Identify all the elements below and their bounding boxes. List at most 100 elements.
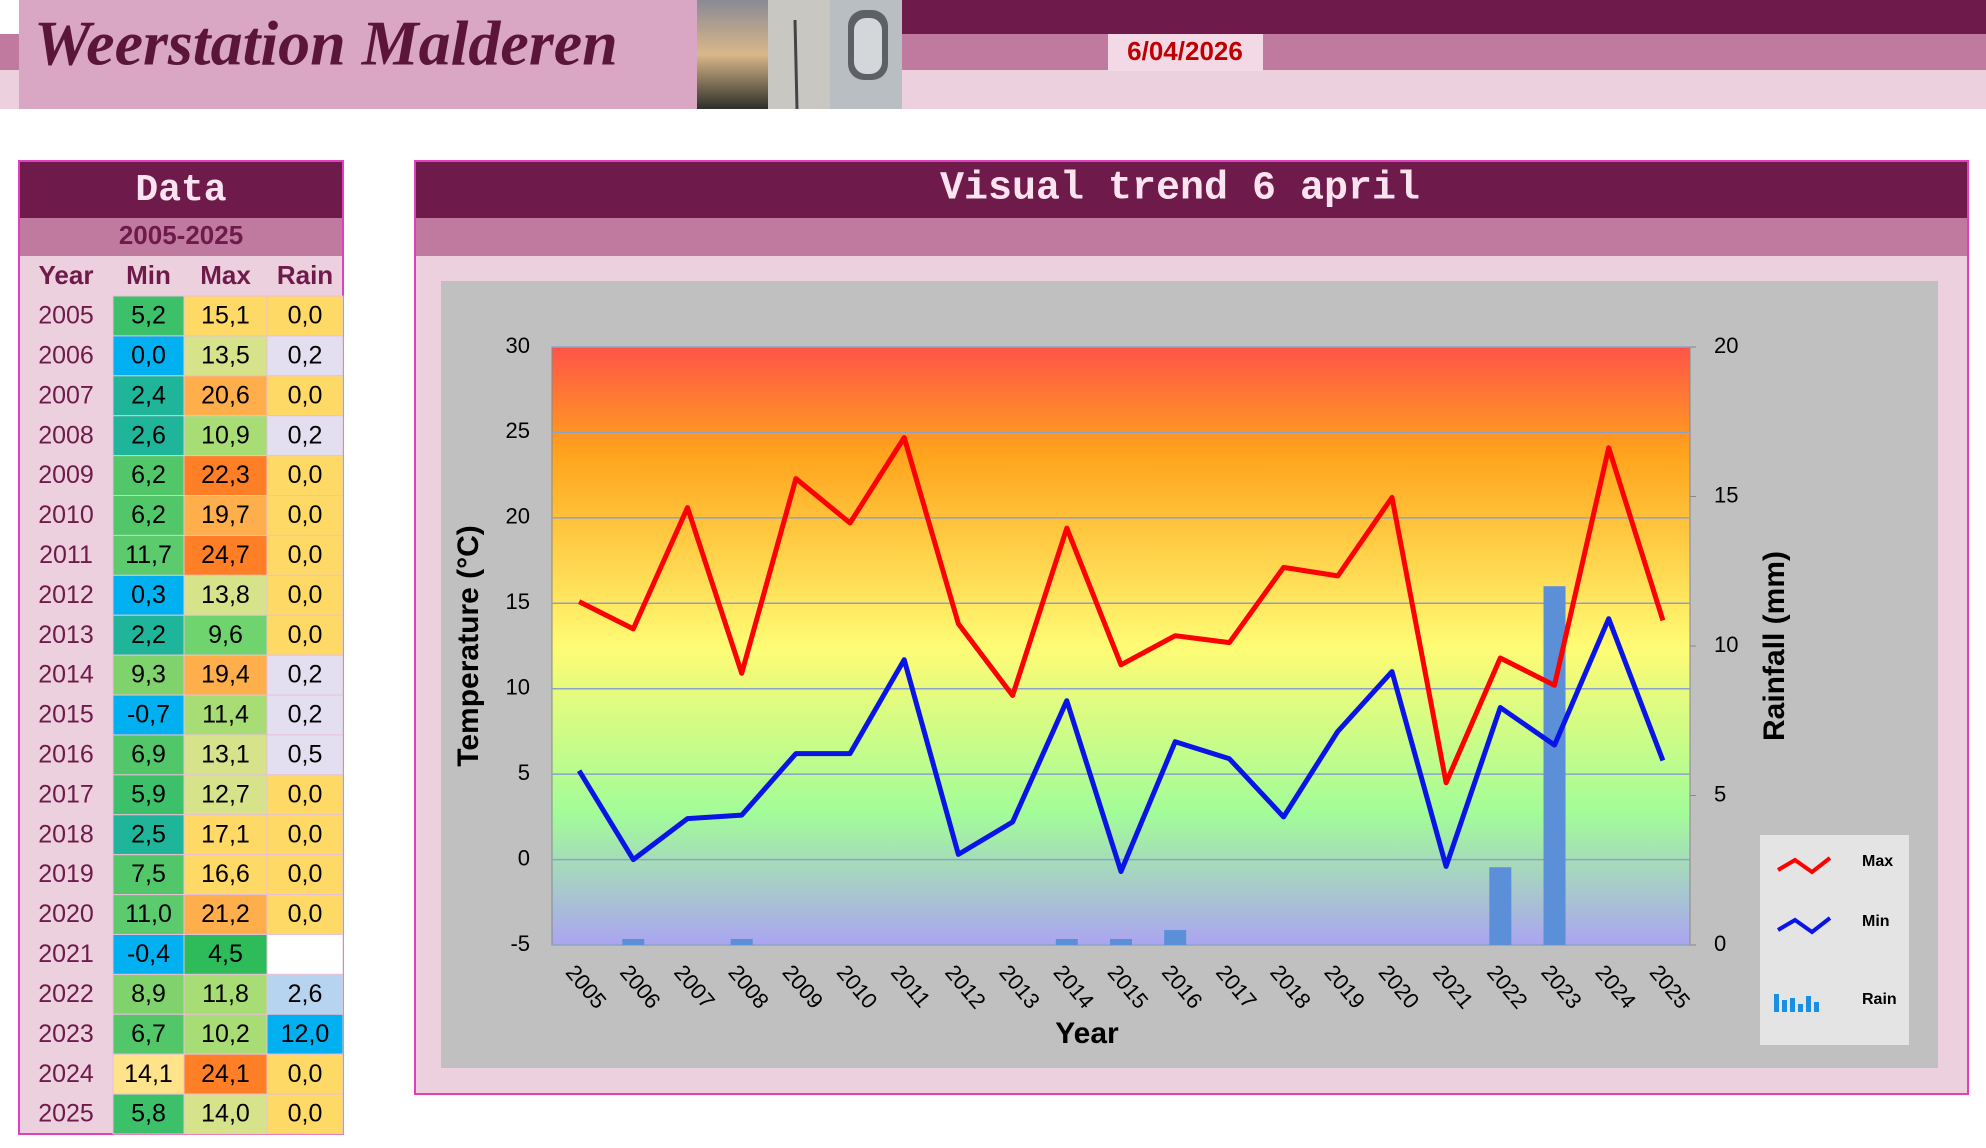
value-cell: 5,8 xyxy=(131,1100,166,1128)
cell-bg xyxy=(266,534,344,576)
value-cell: 7,5 xyxy=(131,860,166,888)
legend-icon xyxy=(1782,1000,1787,1012)
y-tick-label: 25 xyxy=(506,418,530,443)
cell-bg xyxy=(183,1093,268,1135)
value-cell: 0,2 xyxy=(288,701,323,729)
value-cell: 2,6 xyxy=(131,421,166,449)
value-cell: 0,3 xyxy=(131,581,166,609)
table-title-bar xyxy=(20,162,342,218)
value-cell: 19,4 xyxy=(201,661,250,689)
plot-area xyxy=(551,346,1691,946)
value-cell: 0,0 xyxy=(131,341,166,369)
cell-bg xyxy=(266,335,344,377)
value-cell: 12,0 xyxy=(281,1020,330,1048)
value-cell: 12,7 xyxy=(201,780,250,808)
cell-bg xyxy=(266,1013,344,1055)
value-cell: 5,9 xyxy=(131,780,166,808)
value-cell: 6,9 xyxy=(131,741,166,769)
legend-label: Rain xyxy=(1862,991,1897,1008)
value-cell: 24,1 xyxy=(201,1060,250,1088)
value-cell: 11,0 xyxy=(125,900,172,928)
cell-bg xyxy=(183,1053,268,1095)
year-cell: 2021 xyxy=(38,940,94,968)
value-cell: 21,2 xyxy=(201,900,250,928)
table-period-bar xyxy=(20,218,342,256)
value-cell: 8,9 xyxy=(131,980,166,1008)
value-cell: 0,2 xyxy=(288,661,323,689)
year-cell: 2011 xyxy=(39,541,93,569)
cell-bg xyxy=(112,1093,185,1135)
cell-bg xyxy=(266,614,344,656)
value-cell: 0,0 xyxy=(288,461,323,489)
legend-icon xyxy=(1790,998,1795,1012)
chart-panel: Visual trend 6 april Year Temperature (°… xyxy=(414,160,1969,1095)
legend-icon xyxy=(1798,1004,1803,1012)
cell-bg xyxy=(112,534,185,576)
cell-bg xyxy=(266,894,344,935)
year-cell: 2020 xyxy=(38,900,94,928)
value-cell: 0,0 xyxy=(288,541,323,569)
cell-bg xyxy=(266,295,344,337)
value-cell: 11,8 xyxy=(202,980,249,1008)
data-table: Data 2005-2025 Year Min Max Rain 2005 5,2 15,1… xyxy=(18,160,344,1135)
y-tick-label: 0 xyxy=(518,845,530,870)
value-cell: 20,6 xyxy=(201,381,250,409)
cell-bg xyxy=(183,774,268,816)
value-cell: 9,3 xyxy=(131,661,166,689)
legend-label: Max xyxy=(1862,853,1893,870)
cell-bg xyxy=(112,495,185,536)
value-cell: -0,4 xyxy=(127,940,170,968)
year-cell: 2010 xyxy=(38,501,94,529)
year-cell: 2013 xyxy=(38,621,94,649)
cell-bg xyxy=(183,455,268,497)
cell-bg xyxy=(112,694,185,736)
cell-bg xyxy=(266,1053,344,1095)
value-cell: 2,5 xyxy=(131,820,166,848)
value-cell: 0,0 xyxy=(288,780,323,808)
y2-tick-label: 20 xyxy=(1714,333,1738,358)
cell-bg xyxy=(183,614,268,656)
header: Weerstation Malderen 6/04/2026 xyxy=(0,0,1986,110)
cell-bg xyxy=(266,814,344,856)
cell-bg xyxy=(266,854,344,896)
chart-title: Visual trend 6 april xyxy=(940,167,1420,212)
title-box xyxy=(19,0,697,109)
cell-bg xyxy=(183,574,268,616)
y2-axis-title: Rainfall (mm) xyxy=(1758,551,1791,741)
cell-bg xyxy=(112,734,185,776)
year-cell: 2006 xyxy=(38,341,94,369)
value-cell: 2,6 xyxy=(288,980,323,1008)
value-cell: 6,2 xyxy=(131,461,166,489)
value-cell: 6,7 xyxy=(131,1020,166,1048)
header-band xyxy=(902,0,1986,34)
value-cell: 2,2 xyxy=(131,621,166,649)
year-cell: 2008 xyxy=(38,421,94,449)
value-cell: 13,1 xyxy=(201,741,250,769)
cell-bg xyxy=(183,1013,268,1055)
value-cell: 0,0 xyxy=(288,381,323,409)
value-cell: 10,9 xyxy=(201,421,250,449)
cell-bg xyxy=(183,335,268,377)
year-cell: 2014 xyxy=(38,661,94,689)
value-cell: 17,1 xyxy=(201,820,250,848)
value-cell: 16,6 xyxy=(201,860,250,888)
cell-bg xyxy=(266,415,344,457)
cell-bg xyxy=(112,973,185,1015)
legend-icon xyxy=(1774,994,1779,1012)
x-axis-title: Year xyxy=(1055,1017,1119,1050)
year-cell: 2009 xyxy=(38,461,94,489)
value-cell: 5,2 xyxy=(131,302,166,330)
y2-tick-label: 15 xyxy=(1714,482,1738,507)
year-cell: 2023 xyxy=(38,1020,94,1048)
year-cell: 2024 xyxy=(38,1060,94,1088)
legend-label: Min xyxy=(1862,913,1890,930)
cell-bg xyxy=(266,1093,344,1135)
y2-tick-label: 0 xyxy=(1714,931,1726,956)
cell-bg xyxy=(183,375,268,417)
value-cell: 14,0 xyxy=(201,1100,250,1128)
cell-bg xyxy=(183,894,268,935)
cell-bg xyxy=(112,335,185,377)
rain-bar xyxy=(1055,939,1078,945)
cell-bg xyxy=(112,654,185,696)
cell-bg xyxy=(266,933,344,975)
